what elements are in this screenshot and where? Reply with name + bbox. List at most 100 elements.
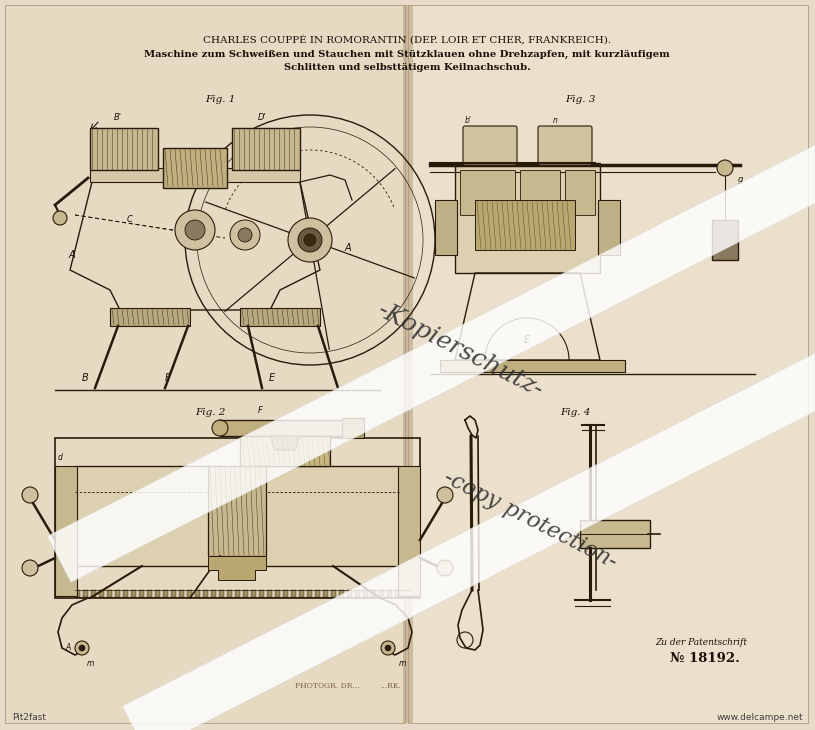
Bar <box>99 590 104 597</box>
Text: Fig. 1: Fig. 1 <box>205 95 236 104</box>
Circle shape <box>230 220 260 250</box>
Text: B': B' <box>114 113 122 122</box>
Bar <box>283 590 288 597</box>
Circle shape <box>437 487 453 503</box>
Text: A: A <box>68 250 75 260</box>
Bar <box>110 308 190 326</box>
Text: E: E <box>269 373 275 383</box>
Bar <box>90 128 158 170</box>
Bar <box>440 360 625 372</box>
Circle shape <box>717 160 733 176</box>
Text: Fig. 4: Fig. 4 <box>560 408 590 417</box>
Ellipse shape <box>212 420 228 436</box>
Bar <box>243 590 248 597</box>
Bar <box>307 590 312 597</box>
Polygon shape <box>270 436 300 450</box>
Text: ...RK.: ...RK. <box>380 682 401 690</box>
Circle shape <box>304 234 316 246</box>
Text: A: A <box>445 220 451 229</box>
Circle shape <box>298 228 322 252</box>
Text: C: C <box>234 540 240 550</box>
Bar <box>475 200 575 250</box>
FancyBboxPatch shape <box>463 126 517 165</box>
Polygon shape <box>208 556 266 580</box>
Bar <box>267 590 272 597</box>
Text: Fig. 3: Fig. 3 <box>565 95 595 104</box>
Text: D: D <box>326 505 334 515</box>
Bar <box>580 520 650 548</box>
Circle shape <box>53 211 67 225</box>
Bar <box>275 590 280 597</box>
Bar <box>163 148 227 188</box>
Bar <box>107 590 112 597</box>
Text: p': p' <box>78 483 86 493</box>
Text: A: A <box>345 243 351 253</box>
Bar <box>147 590 152 597</box>
Text: Pit2fast: Pit2fast <box>12 713 46 722</box>
Text: F: F <box>165 373 171 383</box>
Bar <box>75 466 220 566</box>
Bar <box>355 590 360 597</box>
Bar <box>83 590 88 597</box>
Circle shape <box>238 228 252 242</box>
Text: C: C <box>527 240 533 250</box>
Polygon shape <box>122 298 815 730</box>
Bar <box>403 5 413 723</box>
Bar <box>565 170 595 215</box>
Text: CHARLES COUPPÉ IN ROMORANTIN (DEP. LOIR ET CHER, FRANKREICH).: CHARLES COUPPÉ IN ROMORANTIN (DEP. LOIR … <box>203 35 611 45</box>
Circle shape <box>22 487 38 503</box>
Bar <box>347 590 352 597</box>
Bar <box>342 418 364 438</box>
Bar <box>163 590 168 597</box>
Bar <box>363 590 368 597</box>
Bar <box>139 590 144 597</box>
Bar <box>195 590 200 597</box>
Bar <box>211 590 216 597</box>
Text: www.delcampe.net: www.delcampe.net <box>716 713 803 722</box>
Bar <box>220 420 345 436</box>
Text: d: d <box>58 453 63 462</box>
Bar <box>75 590 80 597</box>
Text: A: A <box>65 644 71 653</box>
Bar <box>5 5 405 723</box>
Bar <box>712 220 738 260</box>
Bar <box>90 168 300 182</box>
Bar <box>259 590 264 597</box>
Bar <box>235 590 240 597</box>
Text: d: d <box>280 423 286 432</box>
Bar <box>408 5 808 723</box>
Bar <box>598 200 620 255</box>
Circle shape <box>75 641 89 655</box>
Bar <box>299 590 304 597</box>
Bar <box>387 590 392 597</box>
Bar <box>115 590 120 597</box>
Bar <box>398 466 420 596</box>
Text: Maschine zum Schweißen und Stauchen mit Stützklauen ohne Drehzapfen, mit kurzläu: Maschine zum Schweißen und Stauchen mit … <box>144 50 670 59</box>
Circle shape <box>185 220 205 240</box>
Bar <box>240 436 330 466</box>
Circle shape <box>79 645 85 651</box>
Bar <box>460 170 515 215</box>
Bar <box>403 590 408 597</box>
Bar <box>91 590 96 597</box>
Bar <box>123 590 128 597</box>
Text: u': u' <box>390 483 397 493</box>
Bar <box>339 590 344 597</box>
Bar <box>251 590 256 597</box>
Bar <box>219 590 224 597</box>
Text: b': b' <box>465 116 472 125</box>
Circle shape <box>22 560 38 576</box>
Bar <box>323 590 328 597</box>
Circle shape <box>437 560 453 576</box>
Bar <box>208 466 266 556</box>
Bar <box>520 170 560 215</box>
Bar <box>315 590 320 597</box>
Bar <box>131 590 136 597</box>
Bar <box>331 590 336 597</box>
Bar <box>291 590 296 597</box>
Bar <box>379 590 384 597</box>
FancyBboxPatch shape <box>538 126 592 165</box>
Text: Zu der Patentschrift: Zu der Patentschrift <box>655 638 747 647</box>
Text: E: E <box>524 335 530 345</box>
Text: A: A <box>604 220 610 229</box>
